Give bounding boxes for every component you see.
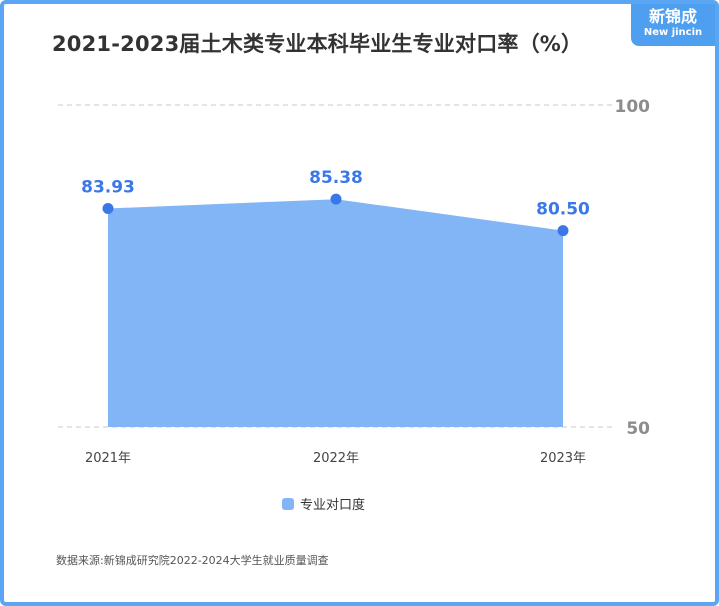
data-point	[330, 193, 342, 205]
y-tick-layer: 100 50	[615, 97, 651, 439]
logo-cn-text: 新锦成	[648, 7, 697, 26]
data-label: 83.93	[81, 177, 135, 197]
legend-swatch	[282, 497, 294, 510]
x-tick-layer: 2021年 2022年 2023年	[85, 451, 586, 466]
data-label: 80.50	[536, 200, 590, 220]
data-label: 85.38	[309, 168, 363, 188]
y-tick-label: 100	[615, 97, 651, 117]
y-tick-label: 50	[626, 419, 650, 439]
legend-label: 专业对口度	[300, 498, 366, 513]
area-layer	[108, 199, 563, 427]
data-label-layer: 83.93 85.38 80.50	[81, 168, 590, 219]
x-tick-label: 2023年	[540, 451, 586, 466]
data-point	[557, 225, 569, 237]
chart-title: 2021-2023届土木类专业本科毕业生专业对口率（%）	[52, 32, 583, 56]
legend: 专业对口度	[282, 494, 365, 513]
area-fill	[108, 199, 563, 427]
brand-logo: 新锦成 New jincin	[631, 4, 715, 46]
data-point	[102, 202, 114, 214]
point-layer	[102, 193, 569, 237]
x-tick-label: 2022年	[313, 451, 359, 466]
source-note: 数据来源:新锦成研究院2022-2024大学生就业质量调查	[56, 554, 329, 567]
logo-en-text: New jincin	[643, 27, 703, 38]
x-tick-label: 2021年	[85, 451, 131, 466]
